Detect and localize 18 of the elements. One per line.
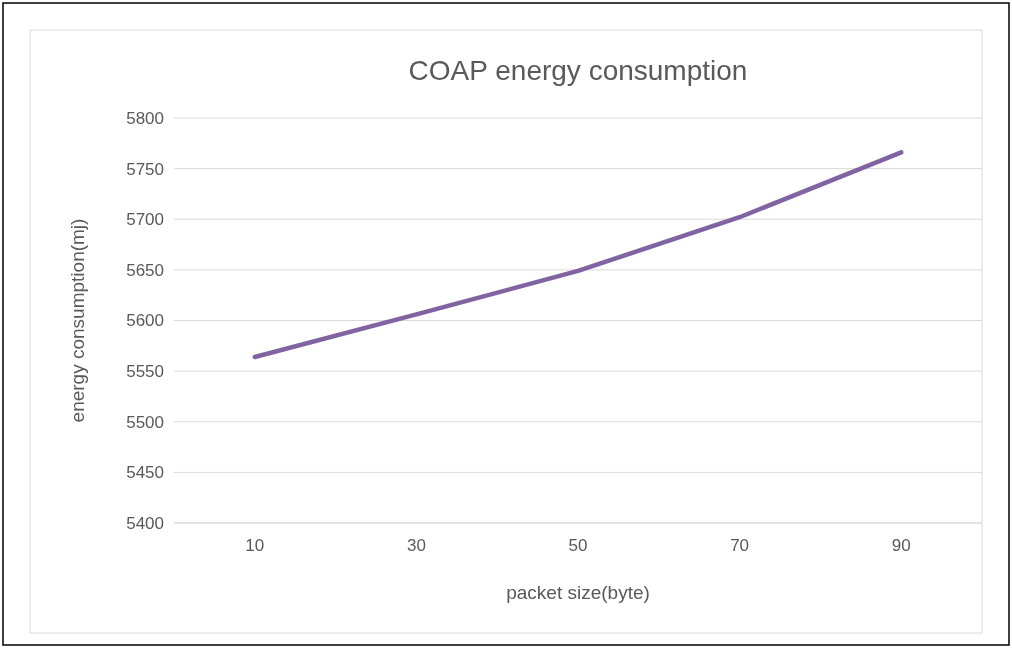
y-tick-label: 5500 [126, 412, 164, 432]
y-tick-label: 5700 [126, 210, 164, 230]
y-tick-label: 5800 [126, 108, 164, 128]
chart-title: COAP energy consumption [408, 55, 748, 86]
y-tick-label: 5550 [126, 362, 164, 382]
line-series [252, 150, 904, 360]
x-tick-label: 90 [891, 536, 911, 555]
y-tick-label: 5600 [126, 311, 164, 331]
x-tick-label: 50 [568, 536, 588, 555]
y-axis-title: energy consumption(mj) [67, 218, 88, 423]
y-tick-label: 5650 [126, 260, 164, 280]
x-axis-title: packet size(byte) [506, 582, 650, 603]
x-tick-label: 10 [245, 536, 265, 555]
y-tick-label: 5400 [126, 513, 164, 533]
x-tick-label: 30 [406, 536, 426, 555]
x-tick-label: 70 [730, 536, 750, 555]
y-tick-label: 5750 [126, 159, 164, 179]
y-tick-label: 5450 [126, 463, 164, 483]
